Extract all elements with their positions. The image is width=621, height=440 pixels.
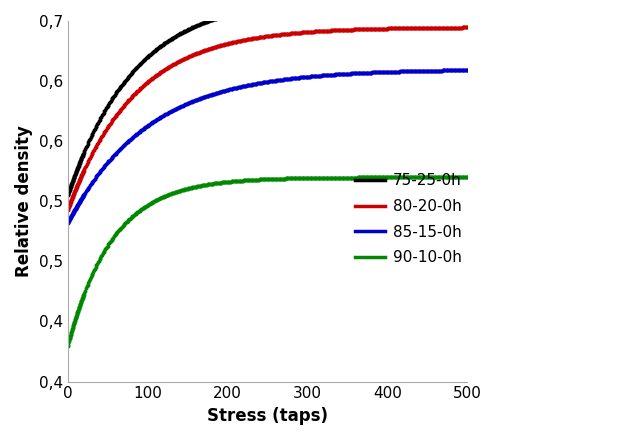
80-20-0h <box>417 25 424 30</box>
80-20-0h <box>293 30 301 36</box>
90-10-0h <box>64 343 71 348</box>
90-10-0h <box>361 175 368 180</box>
85-15-0h <box>337 71 345 77</box>
Line: 80-20-0h: 80-20-0h <box>66 26 469 211</box>
Legend: 75-25-0h, 80-20-0h, 85-15-0h, 90-10-0h: 75-25-0h, 80-20-0h, 85-15-0h, 90-10-0h <box>348 167 468 271</box>
Line: 90-10-0h: 90-10-0h <box>66 176 469 347</box>
85-15-0h <box>404 69 412 74</box>
75-25-0h <box>64 193 71 198</box>
Line: 75-25-0h: 75-25-0h <box>66 0 469 197</box>
Line: 85-15-0h: 85-15-0h <box>66 69 469 224</box>
90-10-0h <box>464 175 471 180</box>
85-15-0h <box>293 75 301 81</box>
85-15-0h <box>417 68 424 73</box>
80-20-0h <box>464 25 471 30</box>
90-10-0h <box>337 175 345 180</box>
75-25-0h <box>72 170 79 175</box>
80-20-0h <box>64 207 71 213</box>
85-15-0h <box>361 70 368 76</box>
75-25-0h <box>337 0 345 3</box>
90-10-0h <box>72 315 79 320</box>
75-25-0h <box>361 0 368 2</box>
75-25-0h <box>404 0 412 1</box>
75-25-0h <box>293 0 301 6</box>
Y-axis label: Relative density: Relative density <box>15 125 33 277</box>
85-15-0h <box>64 220 71 226</box>
80-20-0h <box>72 186 79 191</box>
90-10-0h <box>293 176 301 181</box>
85-15-0h <box>72 205 79 211</box>
90-10-0h <box>417 175 424 180</box>
80-20-0h <box>361 26 368 32</box>
X-axis label: Stress (taps): Stress (taps) <box>207 407 328 425</box>
80-20-0h <box>337 27 345 33</box>
90-10-0h <box>404 175 412 180</box>
85-15-0h <box>464 67 471 73</box>
80-20-0h <box>404 26 412 31</box>
